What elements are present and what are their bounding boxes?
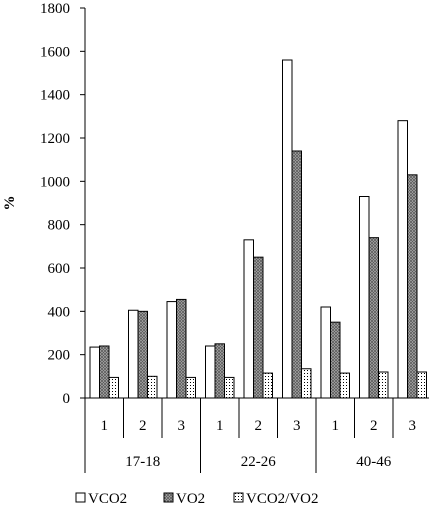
bar-vco2-vo2 bbox=[416, 371, 427, 399]
y-tick-label: 200 bbox=[48, 348, 71, 364]
x-category-label: 2 bbox=[255, 418, 263, 434]
legend-swatch bbox=[233, 492, 244, 503]
y-tick-label: 400 bbox=[48, 304, 71, 320]
bar-vco2 bbox=[89, 346, 100, 399]
y-tick-label: 1600 bbox=[40, 44, 70, 60]
x-category-label: 3 bbox=[178, 418, 186, 434]
legend-swatch bbox=[163, 492, 174, 503]
y-tick-label: 1400 bbox=[40, 88, 70, 104]
bar-vo2 bbox=[214, 343, 225, 399]
bar-vco2-vo2 bbox=[262, 372, 273, 399]
bar-vco2-vo2 bbox=[147, 375, 158, 399]
bar-vo2 bbox=[291, 150, 302, 399]
x-category-label: 1 bbox=[101, 418, 109, 434]
bar-vco2-vo2 bbox=[108, 376, 119, 399]
bar-vco2 bbox=[282, 59, 293, 399]
bar-vco2 bbox=[166, 301, 177, 399]
bar-vco2-vo2 bbox=[185, 376, 196, 399]
x-group-label: 40-46 bbox=[356, 454, 391, 470]
legend-swatch bbox=[75, 492, 86, 503]
bar-vo2 bbox=[99, 345, 110, 399]
x-category-label: 3 bbox=[409, 418, 417, 434]
x-category-label: 2 bbox=[370, 418, 378, 434]
bar-vco2 bbox=[397, 120, 408, 399]
x-category-label: 2 bbox=[139, 418, 147, 434]
bar-vo2 bbox=[330, 321, 341, 399]
bar-vco2 bbox=[359, 196, 370, 399]
bar-vco2 bbox=[128, 309, 139, 399]
bar-vo2 bbox=[368, 237, 379, 399]
y-tick-label: 800 bbox=[48, 218, 71, 234]
bar-vco2-vo2 bbox=[339, 372, 350, 399]
bar-vco2 bbox=[205, 345, 216, 399]
legend-label: VCO2/VO2 bbox=[246, 491, 319, 507]
bar-vo2 bbox=[407, 174, 418, 399]
x-category-label: 1 bbox=[216, 418, 224, 434]
y-tick-label: 600 bbox=[48, 261, 71, 277]
y-tick-label: 1800 bbox=[40, 1, 70, 17]
x-category-label: 1 bbox=[332, 418, 340, 434]
bar-vco2-vo2 bbox=[301, 368, 312, 399]
legend-label: VCO2 bbox=[88, 491, 127, 507]
bar-vco2 bbox=[320, 306, 331, 399]
bar-vo2 bbox=[253, 256, 264, 399]
x-group-label: 22-26 bbox=[241, 454, 276, 470]
bar-vco2 bbox=[243, 239, 254, 399]
bar-vco2-vo2 bbox=[378, 371, 389, 399]
y-tick-label: 1000 bbox=[40, 174, 70, 190]
y-tick-label: 1200 bbox=[40, 131, 70, 147]
bar-vco2-vo2 bbox=[224, 376, 235, 399]
y-tick-label: 0 bbox=[63, 391, 71, 407]
y-axis-title: % bbox=[2, 196, 18, 211]
bar-vo2 bbox=[137, 310, 148, 399]
bar-vo2 bbox=[176, 298, 187, 399]
legend-label: VO2 bbox=[176, 491, 205, 507]
x-group-label: 17-18 bbox=[125, 454, 160, 470]
x-category-label: 3 bbox=[293, 418, 301, 434]
